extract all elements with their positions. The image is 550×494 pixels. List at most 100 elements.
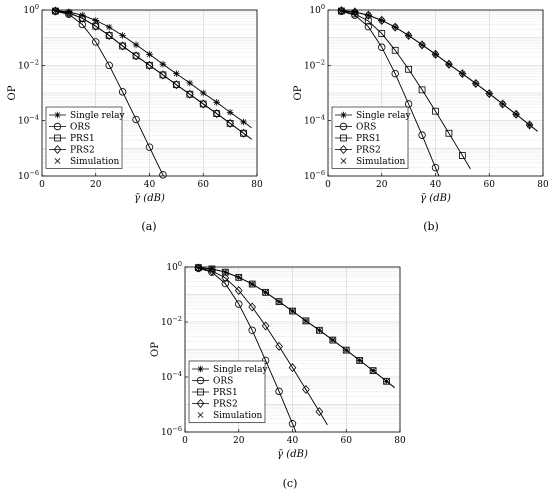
series-3-point: [329, 336, 337, 344]
series-line-2: [341, 10, 440, 177]
series-3-point: [351, 10, 359, 18]
series-3-point: [364, 17, 372, 25]
series-3-point: [378, 30, 386, 37]
chart-panel-2: 0 20 40 60 80 100 10−2 10−4 10−6 γ̄ (dB) OP Single …: [293, 3, 549, 233]
series-4-point: [261, 321, 270, 331]
series-2-point: [378, 43, 386, 51]
series-line-1: [55, 10, 252, 129]
legend-label: Simulation: [213, 411, 263, 421]
x-tick-label: 80: [394, 436, 406, 446]
series-4-point: [145, 60, 154, 70]
series-line-4: [341, 10, 538, 132]
series-4-point: [351, 7, 359, 17]
legend-marker: [340, 111, 347, 119]
x-tick-label: 20: [376, 180, 388, 190]
series-4-point: [248, 302, 257, 312]
series-3-point: [432, 107, 439, 115]
series-3-point: [342, 346, 350, 354]
series-4-point: [239, 128, 248, 138]
series-4-point: [364, 10, 373, 20]
x-tick-label: 0: [182, 436, 188, 446]
y-tick-label: 100: [166, 260, 182, 273]
series-4-point: [498, 99, 507, 109]
series-1-point: [105, 23, 113, 31]
legend-marker: [196, 376, 205, 385]
legend-marker: [53, 122, 62, 131]
series-4-point: [78, 13, 87, 23]
series-4-point: [288, 363, 297, 373]
series-4-point: [337, 6, 346, 16]
y-tick-label: 100: [309, 3, 325, 16]
chart-panel-3: 0 20 40 60 80 100 10−2 10−4 10−6 γ̄ (dB) OP Single …: [150, 260, 406, 490]
panel-caption: (a): [141, 220, 156, 233]
series-4-point: [418, 40, 426, 50]
series-4-point: [512, 109, 520, 119]
series-4-point: [315, 407, 324, 417]
series-3-point: [405, 65, 412, 73]
y-axis-label: OP: [7, 85, 18, 100]
x-tick-label: 60: [484, 180, 496, 190]
legend-marker: [197, 365, 204, 373]
series-3-point: [391, 46, 399, 54]
x-tick-label: 0: [39, 180, 45, 190]
series-1-point: [240, 118, 247, 126]
series-4-point: [234, 285, 243, 296]
series-1-point: [226, 109, 234, 116]
panel-caption: (c): [283, 477, 298, 490]
series-4-point: [105, 30, 114, 40]
series-3-point: [289, 307, 296, 315]
series-4-point: [404, 30, 413, 40]
series-3-point: [459, 152, 466, 159]
series-2-point: [261, 356, 270, 365]
series-2-point: [404, 100, 413, 108]
series-4-point: [226, 118, 234, 128]
legend-label: PRS1: [356, 134, 381, 144]
series-1-point: [146, 51, 153, 58]
legend-marker: [197, 388, 204, 396]
series-2-point: [132, 115, 140, 124]
series-3-point: [356, 357, 364, 364]
y-axis-label: OP: [293, 85, 304, 100]
legend-marker: [340, 158, 347, 164]
series-4-point: [458, 69, 467, 79]
y-tick-label: 10−6: [18, 169, 39, 182]
series-2-point: [118, 88, 127, 96]
series-line-3: [198, 267, 395, 388]
series-2-point: [418, 131, 426, 139]
legend-label: Single relay: [213, 365, 269, 375]
series-4-point: [199, 99, 208, 109]
legend-marker: [339, 122, 348, 131]
series-1-point: [52, 7, 59, 14]
x-axis-label: γ̄ (dB): [420, 193, 451, 204]
y-tick-label: 10−4: [304, 114, 325, 127]
series-4-point: [132, 51, 140, 61]
legend-marker: [54, 158, 61, 164]
y-tick-label: 10−4: [18, 114, 39, 127]
legend-label: PRS2: [70, 146, 95, 156]
legend-marker: [53, 144, 62, 155]
y-tick-label: 10−2: [304, 58, 325, 71]
series-1-point: [119, 32, 126, 39]
series-line-4: [55, 10, 252, 140]
series-3-point: [275, 298, 283, 306]
series-2-point: [288, 420, 297, 428]
series-2-point: [431, 163, 440, 172]
legend-marker: [54, 134, 61, 142]
legend-label: ORS: [356, 123, 376, 133]
y-tick-label: 10−6: [304, 169, 325, 182]
series-3-point: [418, 86, 426, 94]
x-tick-label: 80: [537, 180, 549, 190]
x-tick-label: 60: [198, 180, 210, 190]
series-1-point: [173, 70, 180, 77]
legend-marker: [340, 134, 347, 142]
series-4-point: [208, 266, 216, 276]
x-tick-label: 0: [325, 180, 331, 190]
series-3-point: [208, 265, 216, 273]
series-1-point: [199, 89, 207, 97]
x-tick-label: 40: [144, 180, 156, 190]
legend-marker: [339, 144, 348, 155]
x-axis-label: γ̄ (dB): [134, 193, 165, 204]
